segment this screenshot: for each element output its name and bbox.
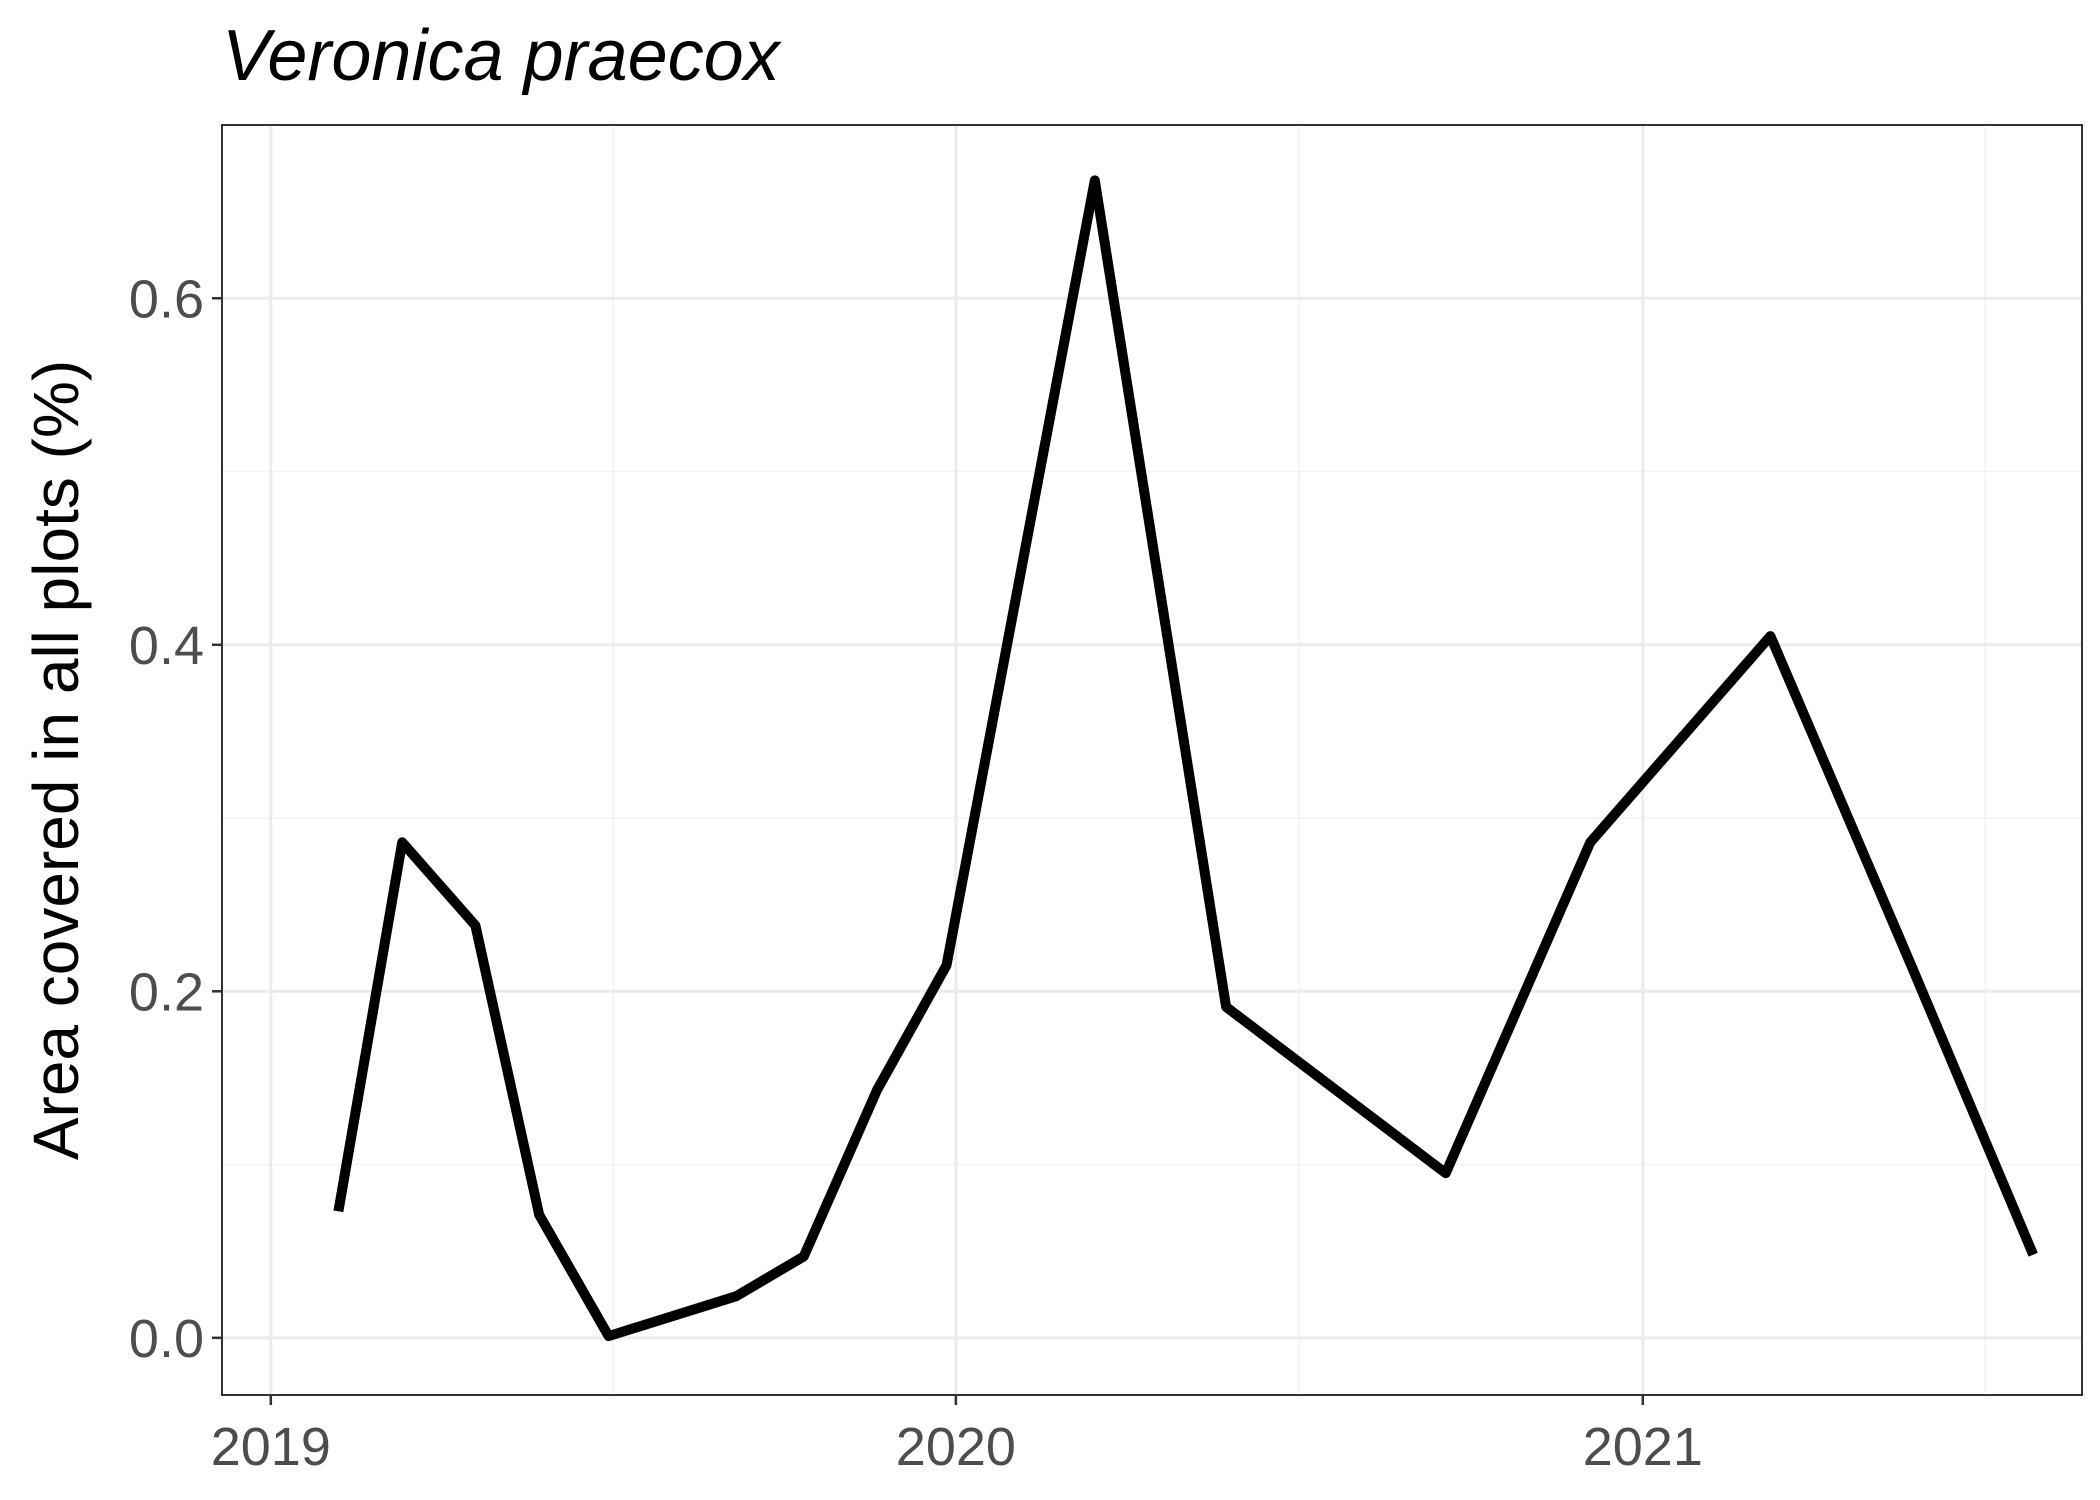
grid-lines: [222, 125, 2082, 1395]
x-tick-label: 2019: [211, 1417, 331, 1477]
y-axis-title: Area covered in all plots (%): [20, 360, 92, 1160]
y-tick-label: 0.0: [129, 1309, 204, 1369]
x-tick-label: 2021: [1583, 1417, 1703, 1477]
y-tick-label: 0.6: [129, 269, 204, 329]
y-axis: 0.0 0.2 0.4 0.6: [129, 269, 222, 1369]
chart-title: Veronica praecox: [222, 16, 783, 96]
plot-panel-border: [221, 124, 2083, 1396]
y-tick-label: 0.4: [129, 616, 204, 676]
series-layer: [333, 175, 2038, 1342]
y-tick-label: 0.2: [129, 962, 204, 1022]
x-tick-label: 2020: [896, 1417, 1016, 1477]
series-line-0: [333, 175, 2038, 1342]
x-axis: 2019 2020 2021: [211, 1395, 1703, 1477]
